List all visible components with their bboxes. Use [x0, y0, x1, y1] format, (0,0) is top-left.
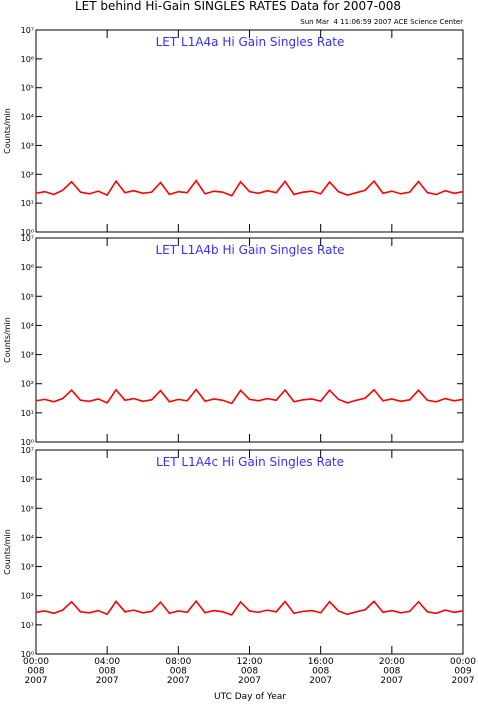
y-tick-label: 10³ [21, 563, 34, 572]
y-tick-label: 10² [21, 592, 34, 601]
y-tick-label: 10⁶ [21, 475, 34, 484]
x-tick-label-line: 2007 [452, 676, 475, 686]
y-axis-label: Counts/min [3, 108, 12, 154]
x-tick-label: 00:00 009 2007 [450, 657, 476, 686]
y-tick-label: 10¹ [21, 621, 34, 630]
panel-title: LET L1A4c Hi Gain Singles Rate [156, 455, 344, 469]
x-tick-label-line: 04:00 [94, 657, 120, 667]
y-tick-label: 10² [21, 170, 34, 179]
y-tick-label: 10² [21, 380, 34, 389]
y-tick-label: 10⁷ [21, 234, 34, 243]
x-tick-label: 04:00 008 2007 [94, 657, 120, 686]
y-axis-label: Counts/min [3, 529, 12, 575]
y-tick-label: 10⁵ [21, 504, 34, 513]
y-tick-label: 10¹ [21, 409, 34, 418]
x-tick-label-line: 2007 [238, 676, 261, 686]
x-tick-label-line: 00:00 [23, 657, 49, 667]
y-tick-label: 10⁵ [21, 84, 34, 93]
x-tick-label-line: 008 [99, 667, 116, 677]
x-tick-label: 00:00 008 2007 [23, 657, 49, 686]
x-tick-label-line: 009 [454, 667, 471, 677]
x-tick-label: 20:00 008 2007 [379, 657, 405, 686]
y-tick-label: 10¹ [21, 199, 34, 208]
y-tick-label: 10⁴ [21, 113, 34, 122]
y-tick-label: 10⁰ [21, 438, 34, 447]
timestamp: Sun Mar 4 11:06:59 2007 ACE Science Cent… [300, 18, 463, 26]
series-line [35, 388, 464, 405]
x-tick-label-line: 008 [241, 667, 258, 677]
series-line [35, 179, 464, 197]
y-tick-label: 10⁰ [21, 650, 34, 659]
y-tick-label: 10⁷ [21, 26, 34, 35]
x-tick-label-line: 08:00 [165, 657, 191, 667]
series-line [35, 599, 464, 616]
x-tick-label-line: 008 [383, 667, 400, 677]
y-axis-label: Counts/min [3, 317, 12, 363]
panel-title: LET L1A4a Hi Gain Singles Rate [156, 35, 345, 49]
x-tick-label-line: 008 [170, 667, 187, 677]
x-tick-label-line: 2007 [96, 676, 119, 686]
x-tick-label-line: 2007 [167, 676, 190, 686]
x-tick-label: 12:00 008 2007 [237, 657, 263, 686]
y-tick-label: 10⁰ [21, 228, 34, 237]
panel-title: LET L1A4b Hi Gain Singles Rate [155, 243, 344, 257]
page-title: LET behind Hi-Gain SINGLES RATES Data fo… [75, 0, 401, 13]
x-axis-label: UTC Day of Year [214, 692, 286, 702]
y-tick-label: 10⁶ [21, 55, 34, 64]
x-tick-label-line: 008 [312, 667, 329, 677]
x-tick-label-line: 20:00 [379, 657, 405, 667]
x-tick-label-line: 2007 [25, 676, 48, 686]
x-tick-label-line: 2007 [380, 676, 403, 686]
x-tick-label-line: 2007 [309, 676, 332, 686]
y-tick-label: 10⁴ [21, 321, 34, 330]
x-tick-label-line: 16:00 [308, 657, 334, 667]
y-tick-label: 10³ [21, 351, 34, 360]
y-tick-label: 10⁶ [21, 263, 34, 272]
y-tick-label: 10³ [21, 141, 34, 150]
x-tick-label-line: 12:00 [237, 657, 263, 667]
x-tick-label-line: 008 [27, 667, 44, 677]
x-tick-label-line: 00:00 [450, 657, 476, 667]
y-tick-label: 10⁷ [21, 446, 34, 455]
x-tick-label: 08:00 008 2007 [165, 657, 191, 686]
y-tick-label: 10⁵ [21, 292, 34, 301]
y-tick-label: 10⁴ [21, 533, 34, 542]
x-tick-label: 16:00 008 2007 [308, 657, 334, 686]
